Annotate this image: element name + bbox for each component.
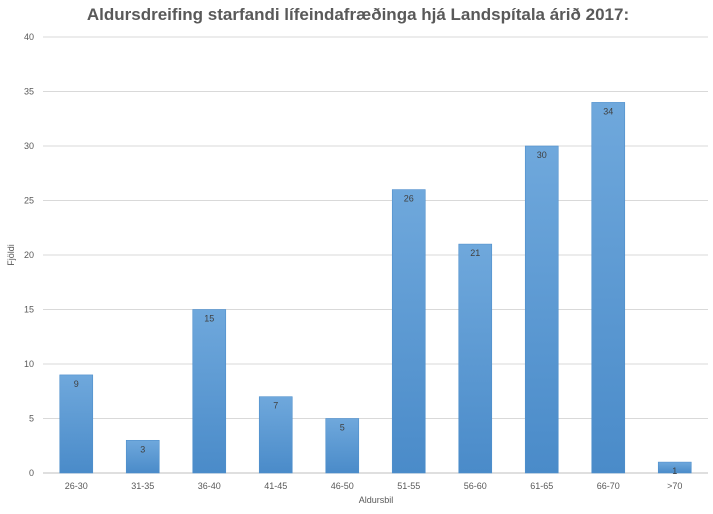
- x-tick-label: 46-50: [331, 481, 354, 491]
- y-tick-label: 35: [24, 87, 34, 97]
- x-tick-label: 36-40: [198, 481, 221, 491]
- data-label: 3: [140, 444, 145, 454]
- x-axis: 26-30 31-35 36-40 41-45 46-50 51-55 56-60 61-65…: [65, 481, 683, 491]
- bar: [591, 102, 626, 474]
- x-tick-label: 61-65: [530, 481, 553, 491]
- bar: [391, 189, 426, 474]
- bar: [524, 145, 559, 474]
- x-axis-label: Aldursbil: [359, 495, 394, 505]
- data-label: 21: [470, 248, 480, 258]
- data-label: 9: [74, 379, 79, 389]
- bar: [192, 309, 227, 474]
- bar: [657, 461, 692, 474]
- gridlines: [43, 36, 708, 474]
- data-label: 5: [340, 423, 345, 433]
- y-tick-label: 10: [24, 359, 34, 369]
- y-tick-label: 25: [24, 196, 34, 206]
- y-axis-label: Fjöldi: [6, 244, 16, 266]
- y-tick-label: 0: [29, 468, 34, 478]
- bar: [325, 418, 360, 474]
- bar: [458, 243, 493, 474]
- data-labels: 9 3 15 7 5 26 21 30 34 1: [74, 106, 678, 476]
- data-label: 34: [603, 106, 613, 116]
- bar: [258, 396, 293, 474]
- data-label: 15: [204, 314, 214, 324]
- data-label: 30: [537, 150, 547, 160]
- y-tick-label: 5: [29, 414, 34, 424]
- x-tick-label: >70: [667, 481, 682, 491]
- chart-title: Aldursdreifing starfandi lífeindafræðing…: [87, 5, 629, 24]
- data-label: 7: [273, 401, 278, 411]
- y-tick-label: 20: [24, 250, 34, 260]
- x-tick-label: 26-30: [65, 481, 88, 491]
- bar: [59, 374, 94, 474]
- x-tick-label: 41-45: [264, 481, 287, 491]
- x-tick-label: 51-55: [397, 481, 420, 491]
- bars: [59, 102, 692, 474]
- x-tick-label: 56-60: [464, 481, 487, 491]
- x-tick-label: 31-35: [131, 481, 154, 491]
- x-tick-label: 66-70: [597, 481, 620, 491]
- bar: [125, 439, 160, 474]
- y-tick-label: 40: [24, 32, 34, 42]
- data-label: 26: [404, 194, 414, 204]
- data-label: 1: [672, 466, 677, 476]
- y-axis: 0 5 10 15 20 25 30 35 40: [24, 32, 34, 478]
- y-tick-label: 15: [24, 305, 34, 315]
- y-tick-label: 30: [24, 141, 34, 151]
